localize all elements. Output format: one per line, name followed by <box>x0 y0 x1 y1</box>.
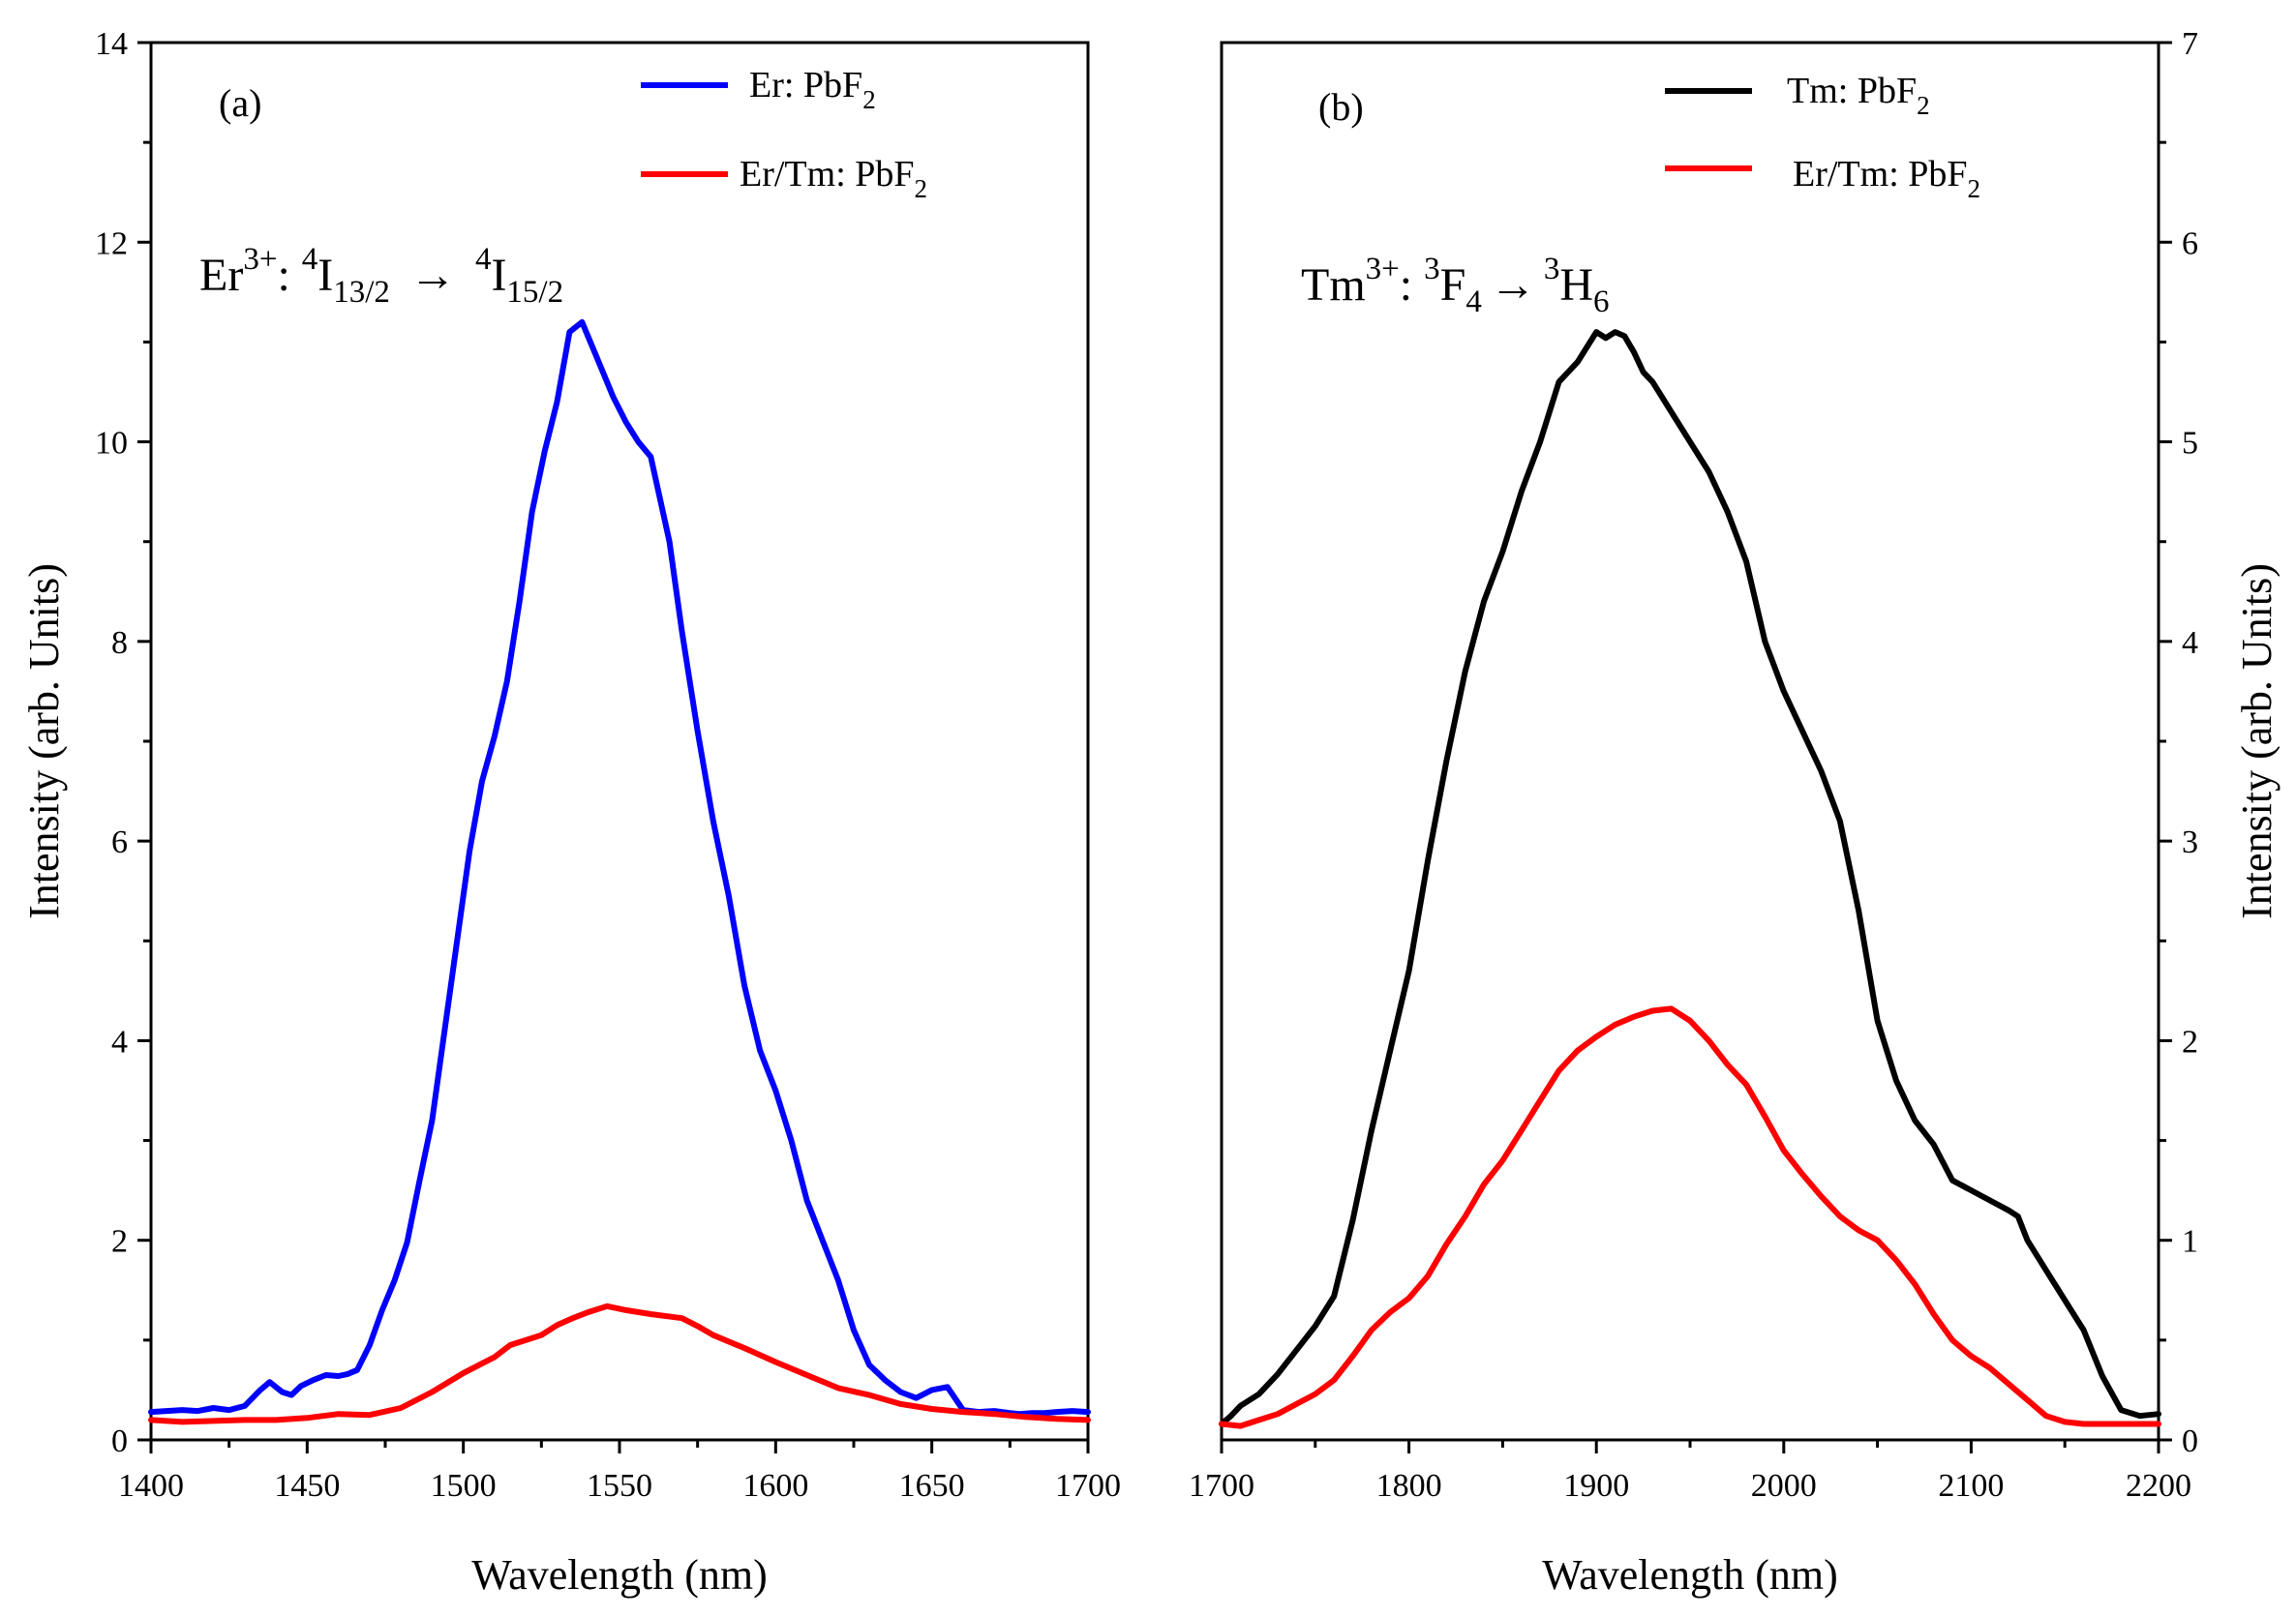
chart-panel-a: 1400 1450 1500 1550 1600 1650 170002468101214 … <box>20 26 1121 1599</box>
panel-a-y-tick-label: 0 <box>111 1423 128 1459</box>
legend-label-ertm-pbf2-b: Er/Tm: PbF2 <box>1793 154 1980 203</box>
panel-a-x-tick-label: 1550 <box>587 1468 652 1504</box>
panel-a-ticks <box>137 41 1090 1453</box>
legend-label-tm-pbf2: Tm: PbF2 <box>1787 71 1930 120</box>
panel-a-series-er-pbf2 <box>148 318 1091 1418</box>
panel-b-x-axis-title: Wavelength (nm) <box>1542 1551 1838 1599</box>
panel-a-plot-area <box>148 318 1091 1425</box>
panel-b-legend: Tm: PbF2 Er/Tm: PbF2 <box>1665 71 1980 203</box>
panel-b-series-tm-pbf2 <box>1219 329 2161 1427</box>
panel-a-y-axis-title: Intensity (arb. Units) <box>20 563 68 919</box>
panel-a-y-tick-label: 4 <box>111 1024 128 1060</box>
panel-b-tick-labels: 1700 1800 1900 2000 2100 2200 0 1 2 3 4 5 6 7 <box>1189 26 2198 1504</box>
panel-a-y-tick-label: 14 <box>95 26 128 62</box>
panel-b-y-tick-label: 2 <box>2182 1024 2198 1060</box>
panel-b-y-tick-label: 6 <box>2182 225 2198 261</box>
panel-a-y-tick-label: 2 <box>111 1224 128 1260</box>
panel-b-plot-area <box>1219 329 2161 1429</box>
panel-b-series-er-tm-pbf2 <box>1219 1005 2161 1429</box>
panel-a-tick-labels: 1400 1450 1500 1550 1600 1650 1700 0 2 4 6 8 10 12 14 <box>95 26 1121 1504</box>
panel-b-x-tick-label: 2100 <box>1938 1468 2004 1504</box>
panel-b-y-tick-label: 1 <box>2182 1224 2198 1260</box>
panel-a-y-tick-label: 8 <box>111 625 128 661</box>
legend-label-er-pbf2: Er: PbF2 <box>749 65 876 114</box>
panel-b-x-tick-label: 1700 <box>1189 1468 1254 1504</box>
panel-a-y-tick-label: 12 <box>95 225 128 261</box>
legend-label-ertm-pbf2-a: Er/Tm: PbF2 <box>740 154 927 203</box>
panel-b-y-tick-label: 5 <box>2182 426 2198 462</box>
panel-a-x-axis-title: Wavelength (nm) <box>471 1551 768 1599</box>
panel-a-transition-annotation: Er3+: 4I13/2 → 4I15/2 <box>199 242 563 310</box>
panel-a-series-er-tm-pbf2 <box>148 1303 1091 1425</box>
panel-b-x-tick-label: 2200 <box>2126 1468 2191 1504</box>
panel-a-legend: Er: PbF2 Er/Tm: PbF2 <box>641 65 927 203</box>
panel-b-y-tick-label: 4 <box>2182 625 2198 661</box>
panel-b-x-tick-label: 1900 <box>1563 1468 1629 1504</box>
panel-b-label: (b) <box>1318 85 1364 129</box>
panel-a-y-tick-label: 10 <box>95 426 128 462</box>
panel-a-x-tick-label: 1650 <box>899 1468 965 1504</box>
panel-b-ticks <box>1220 41 2172 1453</box>
panel-b-y-tick-label: 7 <box>2182 26 2198 62</box>
panel-a-x-tick-label: 1450 <box>274 1468 340 1504</box>
panel-b-x-tick-label: 1800 <box>1376 1468 1442 1504</box>
panel-a-x-tick-label: 1400 <box>118 1468 184 1504</box>
panel-a-x-tick-label: 1500 <box>431 1468 497 1504</box>
panel-b-x-tick-label: 2000 <box>1751 1468 1817 1504</box>
panel-a-x-tick-label: 1600 <box>742 1468 808 1504</box>
panel-b-y-tick-label: 3 <box>2182 824 2198 860</box>
panel-b-y-axis-title: Intensity (arb. Units) <box>2233 563 2281 919</box>
panel-b-transition-annotation: Tm3+: 3F4 → 3H6 <box>1301 252 1610 319</box>
panel-a-x-tick-label: 1700 <box>1055 1468 1121 1504</box>
chart-panel-b: 1700 1800 1900 2000 2100 2200 0 1 2 3 4 5 6 7 (b) Tm:… <box>1189 26 2281 1599</box>
panel-b-y-tick-label: 0 <box>2182 1423 2198 1459</box>
panel-a-label: (a) <box>219 81 261 125</box>
panel-a-y-tick-label: 6 <box>111 824 128 860</box>
